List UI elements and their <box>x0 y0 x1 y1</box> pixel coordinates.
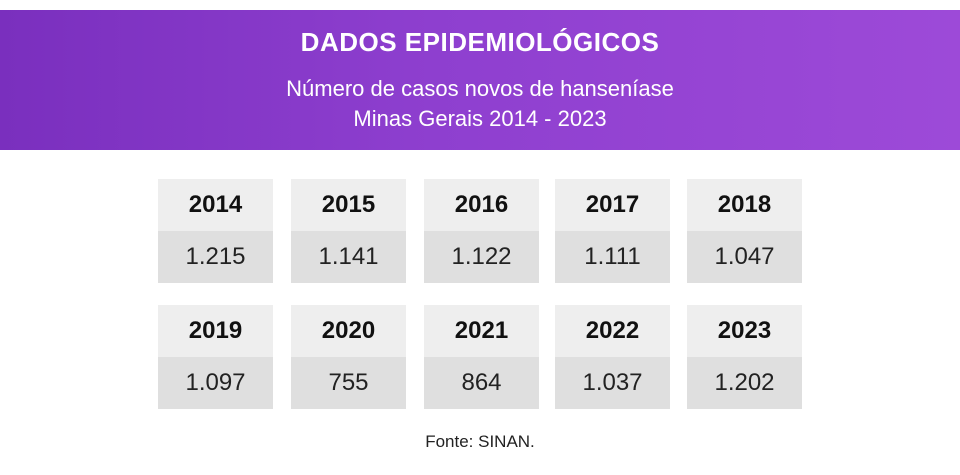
page-title: DADOS EPIDEMIOLÓGICOS <box>300 27 660 57</box>
case-count-value: 864 <box>424 357 539 409</box>
year-label: 2020 <box>291 305 406 357</box>
year-card-2014: 2014 1.215 <box>158 179 273 283</box>
year-card-2019: 2019 1.097 <box>158 305 273 409</box>
year-card-2015: 2015 1.141 <box>291 179 406 283</box>
year-label: 2023 <box>687 305 802 357</box>
case-count-value: 1.122 <box>424 231 539 283</box>
case-count-value: 1.202 <box>687 357 802 409</box>
year-label: 2018 <box>687 179 802 231</box>
case-count-value: 1.037 <box>555 357 670 409</box>
page-subtitle: Número de casos novos de hanseníase <box>286 76 674 101</box>
year-card-2023: 2023 1.202 <box>687 305 802 409</box>
year-card-2017: 2017 1.111 <box>555 179 670 283</box>
year-label: 2016 <box>424 179 539 231</box>
year-label: 2019 <box>158 305 273 357</box>
source-note: Fonte: SINAN. <box>425 432 535 451</box>
year-card-2016: 2016 1.122 <box>424 179 539 283</box>
year-card-2021: 2021 864 <box>424 305 539 409</box>
year-card-2020: 2020 755 <box>291 305 406 409</box>
year-label: 2021 <box>424 305 539 357</box>
case-count-value: 1.141 <box>291 231 406 283</box>
header-banner: DADOS EPIDEMIOLÓGICOS Número de casos no… <box>0 10 960 150</box>
case-count-value: 1.215 <box>158 231 273 283</box>
year-card-2022: 2022 1.037 <box>555 305 670 409</box>
year-label: 2022 <box>555 305 670 357</box>
year-card-2018: 2018 1.047 <box>687 179 802 283</box>
case-count-value: 1.111 <box>555 231 670 283</box>
case-count-value: 1.047 <box>687 231 802 283</box>
case-count-value: 1.097 <box>158 357 273 409</box>
page-subtitle-region: Minas Gerais 2014 - 2023 <box>353 106 607 131</box>
case-count-value: 755 <box>291 357 406 409</box>
year-label: 2015 <box>291 179 406 231</box>
year-label: 2014 <box>158 179 273 231</box>
year-label: 2017 <box>555 179 670 231</box>
